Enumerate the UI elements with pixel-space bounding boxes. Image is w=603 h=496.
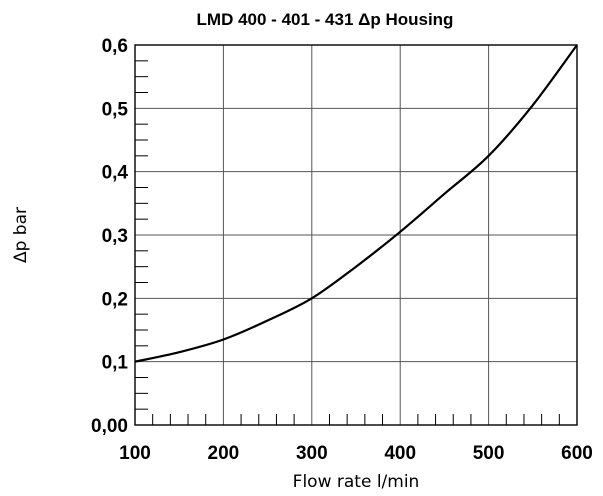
y-axis-label: Δp bar: [11, 207, 31, 263]
y-tick-label: 0,4: [102, 163, 129, 184]
pressure-drop-line: [134, 44, 578, 363]
grid: [134, 44, 578, 426]
y-tick-label: 0,2: [102, 289, 128, 310]
x-tick-label: 600: [561, 443, 593, 464]
plot-frame: [134, 44, 578, 426]
series-group: [134, 44, 578, 363]
y-tick-label: 0,3: [102, 226, 128, 247]
x-tick-label: 500: [473, 443, 505, 464]
y-tick-label: 0,00: [91, 416, 128, 437]
x-tick-label: 400: [384, 443, 416, 464]
x-tick-label: 300: [296, 443, 328, 464]
minor-ticks: [135, 60, 560, 425]
x-tick-label: 100: [119, 443, 151, 464]
y-tick-label: 0,6: [102, 36, 128, 57]
y-tick-label: 0,5: [102, 99, 129, 120]
chart-title: LMD 400 - 401 - 431 Δp Housing: [197, 10, 454, 29]
y-tick-label: 0,1: [102, 353, 129, 374]
y-tick-labels: 0,00 0,1 0,2 0,3 0,4 0,5 0,6: [91, 36, 128, 437]
x-tick-labels: 100 200 300 400 500 600: [119, 443, 593, 464]
x-axis-label: Flow rate l/min: [293, 472, 420, 492]
x-tick-label: 200: [208, 443, 240, 464]
